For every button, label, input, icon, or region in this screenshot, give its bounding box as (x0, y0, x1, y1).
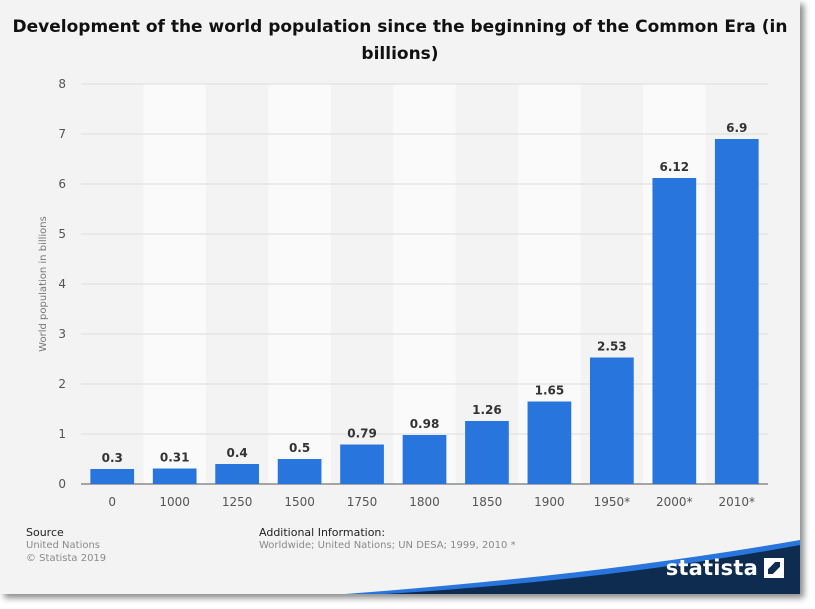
bar-value-label: 6.9 (726, 121, 747, 135)
y-tick-label: 6 (58, 177, 66, 191)
source-line-1: United Nations (26, 540, 101, 551)
x-tick-label: 2010* (718, 495, 755, 509)
bar (277, 459, 322, 484)
bar-value-label: 0.31 (160, 451, 190, 465)
y-tick-label: 2 (58, 377, 66, 391)
bar-value-label: 0.79 (347, 427, 377, 441)
bar (590, 357, 634, 484)
bar (527, 401, 572, 484)
y-tick-label: 4 (58, 277, 66, 291)
additional-info-text: Worldwide; United Nations; UN DESA; 1999… (259, 540, 516, 551)
y-tick-label: 8 (58, 77, 66, 91)
x-tick-label: 2000* (656, 495, 693, 509)
bar (215, 464, 259, 484)
x-tick-label: 1850 (472, 495, 503, 509)
x-tick-label: 1000 (159, 495, 190, 509)
x-tick-label: 1750 (347, 495, 378, 509)
chart-title: Development of the world population sinc… (12, 17, 788, 64)
bar-value-label: 2.53 (597, 340, 627, 354)
source-line-2: © Statista 2019 (26, 553, 107, 564)
additional-info-label: Additional Information: (259, 526, 386, 539)
x-tick-label: 1950* (594, 495, 631, 509)
x-tick-label: 1250 (222, 495, 253, 509)
bar-value-label: 0.4 (227, 446, 248, 460)
statista-logo-icon (764, 558, 784, 578)
x-tick-label: 1500 (284, 495, 315, 509)
y-tick-label: 7 (58, 127, 66, 141)
bar (90, 469, 135, 484)
x-tick-label: 1900 (534, 495, 565, 509)
y-tick-label: 1 (58, 427, 66, 441)
bar-chart: 0 1 2 3 4 5 6 7 8 World population in billions 0.3… (38, 77, 768, 509)
chart-card: Development of the world population sinc… (0, 0, 800, 594)
y-tick-label: 3 (58, 327, 66, 341)
y-tick-label: 0 (58, 477, 66, 491)
bar-value-label: 0.98 (410, 417, 440, 431)
bar-value-label: 6.12 (660, 160, 690, 174)
bar-value-label: 1.26 (472, 403, 502, 417)
bar (152, 468, 197, 484)
bar-value-label: 0.3 (102, 451, 123, 465)
y-axis-title: World population in billions (38, 216, 49, 352)
bar (340, 444, 384, 484)
source-label: Source (26, 526, 64, 539)
statista-logo[interactable]: statista (666, 556, 784, 580)
bar-value-label: 1.65 (535, 384, 565, 398)
brand-name: statista (665, 556, 758, 580)
bar (465, 421, 509, 484)
bar (402, 435, 447, 484)
bar (714, 139, 759, 484)
x-tick-label: 0 (108, 495, 116, 509)
bar (652, 178, 697, 484)
bar-value-label: 0.5 (289, 441, 310, 455)
x-tick-label: 1800 (409, 495, 440, 509)
y-tick-label: 5 (58, 227, 66, 241)
